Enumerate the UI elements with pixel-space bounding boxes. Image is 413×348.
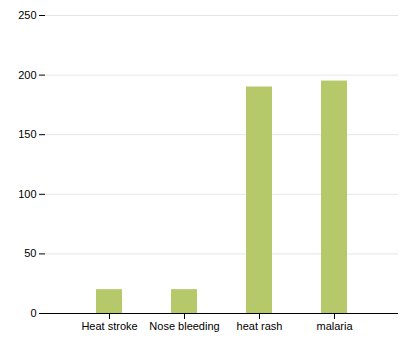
svg-text:heat rash: heat rash bbox=[237, 320, 283, 332]
svg-text:50: 50 bbox=[24, 247, 36, 259]
svg-text:Nose bleeding: Nose bleeding bbox=[149, 320, 219, 332]
svg-text:200: 200 bbox=[18, 69, 36, 81]
svg-text:0: 0 bbox=[30, 307, 36, 319]
svg-text:150: 150 bbox=[18, 128, 36, 140]
svg-text:Heat stroke: Heat stroke bbox=[81, 320, 137, 332]
svg-text:250: 250 bbox=[18, 9, 36, 21]
svg-text:100: 100 bbox=[18, 188, 36, 200]
svg-text:malaria: malaria bbox=[316, 320, 353, 332]
